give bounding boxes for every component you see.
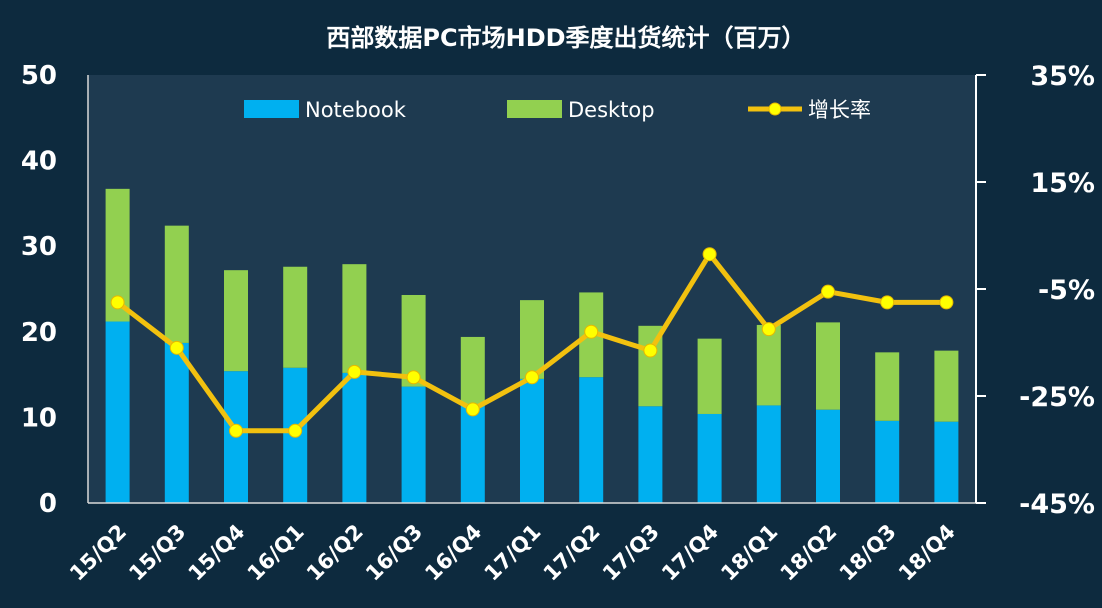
- y-left-tick-label: 50: [21, 61, 57, 91]
- bar-notebook: [460, 405, 485, 503]
- y-right-tick-label: 35%: [1030, 61, 1095, 92]
- bar-notebook: [105, 321, 130, 503]
- y-left-tick-label: 10: [21, 403, 57, 433]
- x-tick-label: 17/Q2: [539, 520, 605, 586]
- y-left-tick-label: 20: [21, 318, 57, 348]
- x-tick-label: 16/Q3: [361, 520, 427, 586]
- x-tick-label: 16/Q1: [243, 520, 309, 586]
- x-tick-label: 18/Q4: [894, 520, 960, 586]
- bar-desktop: [164, 225, 189, 343]
- x-tick-label: 17/Q1: [480, 520, 546, 586]
- y-left-tick-label: 0: [39, 489, 57, 519]
- bar-desktop: [342, 264, 367, 373]
- growth-rate-point: [939, 295, 954, 310]
- y-right-tick-label: -5%: [1038, 275, 1095, 306]
- bar-notebook: [638, 406, 663, 503]
- legend-label: 增长率: [808, 98, 871, 122]
- legend-label: Notebook: [305, 98, 407, 122]
- bar-notebook: [875, 420, 900, 503]
- growth-rate-point: [347, 364, 362, 379]
- bar-desktop: [934, 350, 959, 422]
- growth-rate-point: [465, 402, 480, 417]
- bar-desktop: [756, 324, 781, 406]
- bar-desktop: [816, 322, 840, 410]
- bar-notebook: [342, 372, 367, 503]
- x-tick-label: 15/Q2: [65, 520, 131, 586]
- x-tick-label: 16/Q4: [420, 520, 486, 586]
- x-tick-label: 15/Q3: [124, 520, 190, 586]
- growth-rate-point: [880, 295, 895, 310]
- x-tick-label: 16/Q2: [302, 520, 368, 586]
- x-tick-label: 17/Q4: [657, 520, 723, 586]
- bar-notebook: [697, 413, 722, 503]
- bar-notebook: [816, 409, 840, 503]
- growth-rate-point: [169, 340, 184, 355]
- x-tick-label: 18/Q1: [716, 520, 782, 586]
- bar-notebook: [756, 405, 781, 503]
- growth-rate-point: [525, 370, 539, 385]
- bar-desktop: [697, 338, 722, 414]
- bar-notebook: [164, 342, 189, 503]
- bar-desktop: [460, 336, 485, 406]
- x-tick-label: 18/Q2: [776, 520, 842, 586]
- y-right-tick-label: 15%: [1030, 168, 1095, 199]
- x-tick-label: 17/Q3: [598, 520, 664, 586]
- y-left-tick-label: 30: [21, 232, 57, 262]
- y-left-tick-label: 40: [21, 147, 57, 177]
- growth-rate-point: [643, 343, 658, 358]
- growth-rate-point: [821, 284, 835, 299]
- bar-notebook: [520, 378, 544, 503]
- growth-rate-point: [110, 295, 125, 310]
- growth-rate-point: [288, 423, 303, 438]
- bar-desktop: [224, 270, 248, 372]
- x-tick-label: 18/Q3: [835, 520, 901, 586]
- y-right-tick-label: -45%: [1019, 489, 1095, 520]
- legend-swatch-desktop: [507, 100, 562, 118]
- bar-desktop: [875, 352, 900, 421]
- bar-notebook: [401, 386, 426, 503]
- growth-rate-point: [406, 370, 421, 385]
- x-tick-label: 15/Q4: [184, 520, 250, 586]
- legend-swatch-growth-marker: [768, 102, 782, 116]
- y-right-tick-label: -25%: [1019, 382, 1095, 413]
- growth-rate-point: [761, 322, 776, 337]
- chart-title: 西部数据PC市场HDD季度出货统计（百万）: [326, 24, 805, 52]
- growth-rate-point: [229, 423, 243, 438]
- legend-label: Desktop: [568, 98, 655, 122]
- bar-desktop: [283, 266, 308, 368]
- growth-rate-point: [584, 324, 599, 339]
- bar-notebook: [579, 377, 604, 503]
- bar-desktop: [520, 300, 544, 379]
- bar-notebook: [934, 421, 959, 503]
- legend-swatch-notebook: [244, 100, 299, 118]
- growth-rate-point: [702, 247, 717, 262]
